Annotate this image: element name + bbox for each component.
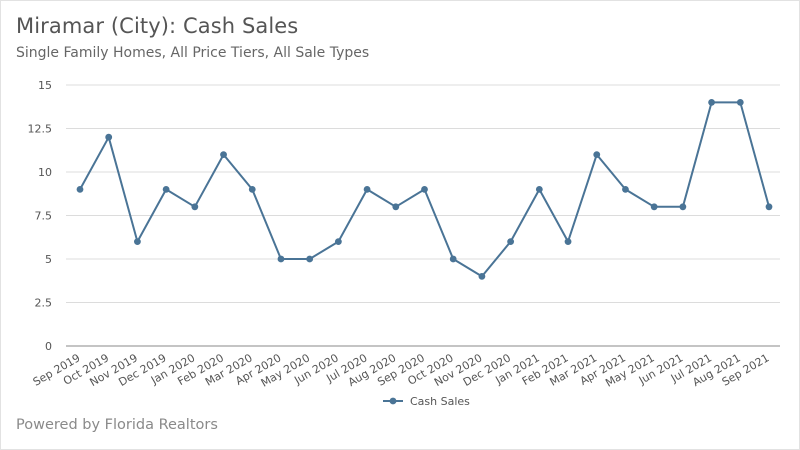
data-point[interactable] xyxy=(134,238,141,246)
y-tick-label: 15 xyxy=(38,79,52,92)
data-point[interactable] xyxy=(736,99,744,106)
chart-subtitle: Single Family Homes, All Price Tiers, Al… xyxy=(16,45,370,61)
y-tick-label: 0 xyxy=(45,340,52,353)
legend[interactable]: Cash Sales xyxy=(383,395,470,408)
data-point[interactable] xyxy=(334,238,342,246)
data-point[interactable] xyxy=(593,151,601,159)
chart-title: Miramar (City): Cash Sales xyxy=(16,14,299,38)
data-point[interactable] xyxy=(76,186,84,193)
y-tick-label: 12.5 xyxy=(28,123,53,136)
data-point[interactable] xyxy=(191,203,199,211)
data-point[interactable] xyxy=(277,255,285,263)
data-point[interactable] xyxy=(248,186,256,193)
y-tick-label: 10 xyxy=(38,166,52,179)
data-point[interactable] xyxy=(650,203,658,211)
y-tick-label: 2.5 xyxy=(35,297,53,310)
data-point[interactable] xyxy=(363,186,371,193)
y-axis-ticks: 0 2.5 5 7.5 10 12.5 15 xyxy=(28,79,53,353)
data-point[interactable] xyxy=(392,203,400,211)
y-tick-label: 5 xyxy=(45,253,52,266)
data-point[interactable] xyxy=(622,186,629,193)
data-point[interactable] xyxy=(507,238,515,246)
legend-label[interactable]: Cash Sales xyxy=(410,395,470,408)
data-point[interactable] xyxy=(564,238,572,246)
data-point[interactable] xyxy=(765,203,773,211)
data-point[interactable] xyxy=(708,99,715,106)
gridlines xyxy=(66,84,780,347)
data-point[interactable] xyxy=(162,186,170,193)
data-point[interactable] xyxy=(220,151,227,159)
y-tick-label: 7.5 xyxy=(35,210,53,223)
data-point[interactable] xyxy=(535,186,543,193)
data-point[interactable] xyxy=(105,133,113,141)
data-point[interactable] xyxy=(478,273,486,280)
data-point[interactable] xyxy=(449,255,457,263)
legend-swatch-marker xyxy=(389,397,397,405)
data-point[interactable] xyxy=(421,186,428,193)
powered-by-footer: Powered by Florida Realtors xyxy=(16,417,218,433)
series-group xyxy=(76,99,773,280)
data-point[interactable] xyxy=(679,203,687,211)
data-point[interactable] xyxy=(306,255,314,263)
